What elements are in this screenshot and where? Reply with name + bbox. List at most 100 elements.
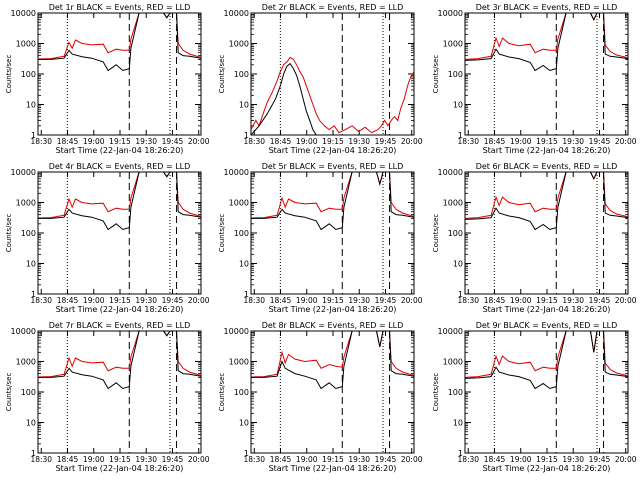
x-tick-label: 20:00 <box>188 296 210 305</box>
x-tick-label: 19:15 <box>322 137 344 146</box>
y-tick-label: 10 <box>26 419 36 428</box>
x-tick-label: 20:00 <box>401 137 423 146</box>
y-tick-label: 1 <box>31 290 36 299</box>
x-axis-label: Start Time (22-Jan-04 18:26:20) <box>269 305 397 314</box>
x-tick-label: 19:30 <box>562 296 584 305</box>
x-tick-label: 18:45 <box>270 296 292 305</box>
panel-title: Det 2r BLACK = Events, RED = LLD <box>262 3 404 12</box>
x-tick-label: 18:30 <box>30 296 52 305</box>
x-tick-label: 19:30 <box>135 137 157 146</box>
y-axis-label: Counts/sec <box>5 214 13 253</box>
x-tick-label: 19:30 <box>562 455 584 464</box>
panel-title: Det 4r BLACK = Events, RED = LLD <box>49 162 191 171</box>
series-line-lld <box>465 172 628 219</box>
y-tick-label: 10 <box>453 101 463 110</box>
x-tick-label: 19:45 <box>375 137 397 146</box>
x-tick-label: 18:45 <box>484 455 506 464</box>
detector-panel: 1 10 100 1000 10000 18:30 18:45 19:00 19:15 19:30… <box>5 321 210 473</box>
x-tick-label: 20:00 <box>615 455 637 464</box>
y-axis-label: Counts/sec <box>5 373 13 412</box>
x-tick-label: 19:15 <box>322 455 344 464</box>
y-tick-label: 1 <box>244 290 249 299</box>
y-tick-label: 10000 <box>438 327 463 336</box>
x-tick-label: 19:45 <box>375 455 397 464</box>
x-tick-label: 20:00 <box>188 455 210 464</box>
x-tick-label: 19:45 <box>162 296 184 305</box>
series-line-events <box>465 172 628 231</box>
panel-title: Det 6r BLACK = Events, RED = LLD <box>476 162 618 171</box>
y-tick-label: 10 <box>26 101 36 110</box>
x-tick-label: 19:45 <box>589 296 611 305</box>
y-axis-label: Counts/sec <box>218 373 226 412</box>
y-tick-label: 10000 <box>224 9 249 18</box>
series-group <box>465 172 628 231</box>
y-tick-label: 100 <box>234 388 249 397</box>
x-axis-label: Start Time (22-Jan-04 18:26:20) <box>483 146 611 155</box>
y-tick-label: 10000 <box>11 168 36 177</box>
y-tick-label: 100 <box>448 229 463 238</box>
x-tick-label: 18:30 <box>243 296 265 305</box>
detector-panel: 1 10 100 1000 10000 18:30 18:45 19:00 19:15 19:30… <box>218 3 423 155</box>
y-tick-label: 1000 <box>16 199 36 208</box>
y-tick-label: 1 <box>31 449 36 458</box>
x-tick-label: 19:15 <box>322 296 344 305</box>
x-tick-label: 18:45 <box>57 296 79 305</box>
detector-panel: 1 10 100 1000 10000 18:30 18:45 19:00 19:15 19:30… <box>218 162 423 314</box>
series-group <box>38 331 201 390</box>
x-tick-label: 20:00 <box>615 296 637 305</box>
x-tick-label: 18:30 <box>30 455 52 464</box>
x-tick-label: 19:30 <box>562 137 584 146</box>
x-tick-label: 19:30 <box>348 296 370 305</box>
x-tick-label: 18:30 <box>457 296 479 305</box>
x-tick-label: 18:30 <box>243 455 265 464</box>
y-tick-label: 10 <box>239 260 249 269</box>
x-tick-label: 19:30 <box>348 137 370 146</box>
y-tick-label: 1 <box>244 449 249 458</box>
y-axis-label: Counts/sec <box>432 55 440 94</box>
series-group <box>251 172 414 231</box>
series-line-events <box>38 172 201 231</box>
y-tick-label: 1000 <box>16 40 36 49</box>
detector-panel: 1 10 100 1000 10000 18:30 18:45 19:00 19:15 19:30… <box>432 162 637 314</box>
x-tick-label: 18:45 <box>57 137 79 146</box>
series-line-lld <box>38 172 201 219</box>
detector-panel: 1 10 100 1000 10000 18:30 18:45 19:00 19:15 19:30… <box>432 3 637 155</box>
x-tick-label: 19:00 <box>296 455 318 464</box>
y-tick-label: 100 <box>234 229 249 238</box>
x-tick-label: 19:45 <box>375 296 397 305</box>
x-tick-label: 19:45 <box>162 455 184 464</box>
series-group <box>465 331 628 390</box>
x-tick-label: 18:30 <box>243 137 265 146</box>
y-tick-label: 1 <box>458 131 463 140</box>
y-tick-label: 100 <box>21 229 36 238</box>
series-group <box>251 331 414 390</box>
y-tick-label: 10000 <box>224 168 249 177</box>
detector-panel: 1 10 100 1000 10000 18:30 18:45 19:00 19:15 19:30… <box>432 321 637 473</box>
y-tick-label: 1 <box>458 449 463 458</box>
x-axis-label: Start Time (22-Jan-04 18:26:20) <box>56 305 184 314</box>
y-tick-label: 1000 <box>443 40 463 49</box>
series-line-events <box>465 13 628 72</box>
y-tick-label: 10000 <box>11 9 36 18</box>
x-axis-label: Start Time (22-Jan-04 18:26:20) <box>269 464 397 473</box>
y-tick-label: 1000 <box>443 199 463 208</box>
y-tick-label: 10 <box>453 419 463 428</box>
x-tick-label: 19:15 <box>109 137 131 146</box>
x-axis-label: Start Time (22-Jan-04 18:26:20) <box>56 464 184 473</box>
x-tick-label: 19:15 <box>536 137 558 146</box>
x-axis-label: Start Time (22-Jan-04 18:26:20) <box>269 146 397 155</box>
x-tick-label: 18:45 <box>270 137 292 146</box>
series-line-events <box>251 62 330 135</box>
series-line-events <box>251 331 414 390</box>
x-tick-label: 19:00 <box>510 137 532 146</box>
panel-title: Det 8r BLACK = Events, RED = LLD <box>262 321 404 330</box>
y-tick-label: 100 <box>448 388 463 397</box>
series-line-events <box>38 331 201 390</box>
x-tick-label: 20:00 <box>615 137 637 146</box>
x-axis-label: Start Time (22-Jan-04 18:26:20) <box>483 305 611 314</box>
y-tick-label: 10 <box>26 260 36 269</box>
y-tick-label: 10000 <box>438 168 463 177</box>
x-tick-label: 18:30 <box>457 455 479 464</box>
series-group <box>38 13 201 72</box>
